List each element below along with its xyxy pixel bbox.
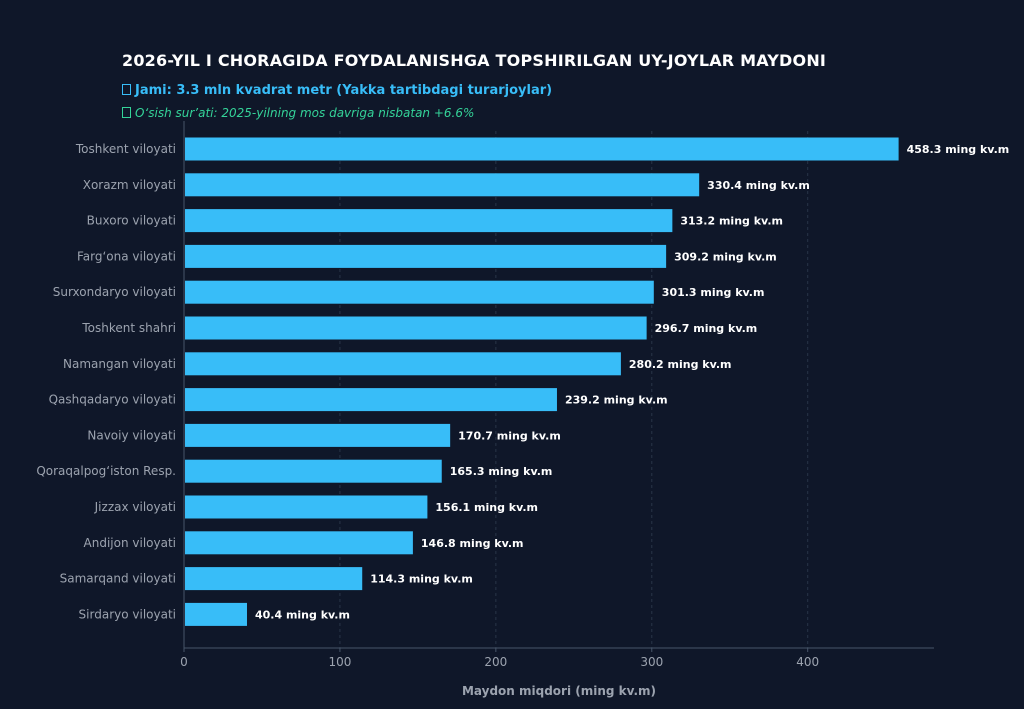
value-label-7: 239.2 ming kv.m <box>565 394 668 407</box>
bar-13 <box>185 602 247 626</box>
chart-subtitle2-text: O‘sish sur’ati: 2025-yilning mos davriga… <box>135 106 475 120</box>
category-label-8: Navoiy viloyati <box>87 428 176 442</box>
bar-1 <box>185 173 700 197</box>
bar-6 <box>185 352 621 376</box>
bar-2 <box>185 209 673 233</box>
bar-0 <box>185 137 899 161</box>
chart-subtitle-total: Jami: 3.3 mln kvadrat metr (Yakka tartib… <box>122 83 552 98</box>
category-label-7: Qashqadaryo viloyati <box>49 393 176 407</box>
category-label-11: Andijon viloyati <box>84 536 176 550</box>
x-tick-label-200: 200 <box>484 655 507 669</box>
bar-9 <box>185 459 442 483</box>
bar-7 <box>185 388 557 412</box>
category-label-12: Samarqand viloyati <box>60 572 176 586</box>
value-label-2: 313.2 ming kv.m <box>680 215 783 228</box>
x-tick-label-0: 0 <box>180 655 188 669</box>
category-label-4: Surxondaryo viloyati <box>53 285 176 299</box>
category-label-13: Sirdaryo viloyati <box>79 607 176 621</box>
category-label-0: Toshkent viloyati <box>75 142 176 156</box>
bar-12 <box>185 567 363 591</box>
value-label-11: 146.8 ming kv.m <box>421 537 524 550</box>
value-label-0: 458.3 ming kv.m <box>907 143 1010 156</box>
value-label-4: 301.3 ming kv.m <box>662 286 765 299</box>
bar-5 <box>185 316 647 340</box>
category-label-9: Qoraqalpog‘iston Resp. <box>36 464 176 478</box>
chart-title: 2026-YIL I CHORAGIDA FOYDALANISHGA TOPSH… <box>122 51 827 70</box>
value-label-12: 114.3 ming kv.m <box>370 573 473 586</box>
category-label-3: Farg‘ona viloyati <box>77 249 176 263</box>
value-label-10: 156.1 ming kv.m <box>435 501 538 514</box>
bar-11 <box>185 531 413 555</box>
chart-subtitle-growth: O‘sish sur’ati: 2025-yilning mos davriga… <box>122 106 474 120</box>
category-label-2: Buxoro viloyati <box>87 214 176 228</box>
value-label-6: 280.2 ming kv.m <box>629 358 732 371</box>
bar-10 <box>185 495 428 519</box>
x-axis-label: Maydon miqdori (ming kv.m) <box>462 684 656 698</box>
bar-8 <box>185 423 451 447</box>
chart-subtitle-text: Jami: 3.3 mln kvadrat metr (Yakka tartib… <box>135 83 553 98</box>
value-label-3: 309.2 ming kv.m <box>674 250 777 263</box>
category-label-5: Toshkent shahri <box>81 321 176 335</box>
missing-glyph-icon <box>122 107 131 118</box>
value-label-8: 170.7 ming kv.m <box>458 429 561 442</box>
value-label-9: 165.3 ming kv.m <box>450 465 553 478</box>
bar-4 <box>185 280 654 304</box>
bar-3 <box>185 244 667 268</box>
category-label-10: Jizzax viloyati <box>94 500 176 514</box>
missing-glyph-icon <box>122 84 131 95</box>
category-label-6: Namangan viloyati <box>63 357 176 371</box>
x-tick-label-400: 400 <box>796 655 819 669</box>
value-label-5: 296.7 ming kv.m <box>655 322 758 335</box>
category-label-1: Xorazm viloyati <box>83 178 176 192</box>
value-label-1: 330.4 ming kv.m <box>707 179 810 192</box>
x-tick-label-300: 300 <box>640 655 663 669</box>
value-label-13: 40.4 ming kv.m <box>255 608 350 621</box>
x-tick-label-100: 100 <box>328 655 351 669</box>
